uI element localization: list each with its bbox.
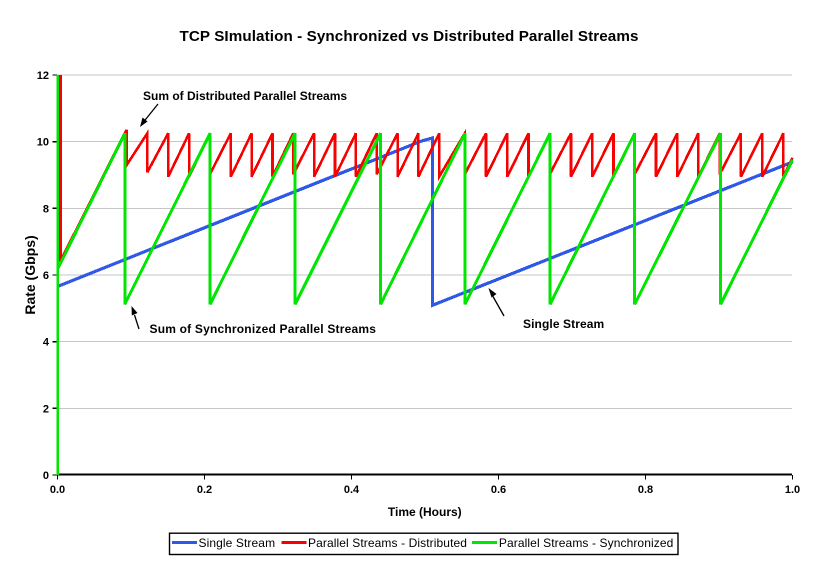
svg-text:Rate (Gbps): Rate (Gbps) <box>22 235 38 314</box>
svg-text:10: 10 <box>37 137 49 149</box>
svg-text:0.6: 0.6 <box>491 484 506 496</box>
svg-text:TCP SImulation - Synchronized: TCP SImulation - Synchronized vs Distrib… <box>179 28 638 45</box>
svg-text:0: 0 <box>43 470 49 482</box>
svg-text:12: 12 <box>37 70 49 82</box>
svg-text:0.0: 0.0 <box>50 484 65 496</box>
svg-text:0.2: 0.2 <box>197 484 212 496</box>
svg-text:Sum of Distributed Parallel St: Sum of Distributed Parallel Streams <box>143 89 347 103</box>
svg-text:6: 6 <box>43 270 49 282</box>
svg-text:Single Stream: Single Stream <box>199 536 276 550</box>
svg-text:Single Stream: Single Stream <box>523 317 604 331</box>
svg-text:Sum of Synchronized Parallel S: Sum of Synchronized Parallel Streams <box>150 322 377 336</box>
svg-text:Parallel Streams - Distributed: Parallel Streams - Distributed <box>308 536 467 550</box>
svg-text:0.8: 0.8 <box>638 484 653 496</box>
svg-text:Time (Hours): Time (Hours) <box>388 505 462 519</box>
svg-text:Parallel Streams - Synchronize: Parallel Streams - Synchronized <box>499 536 674 550</box>
svg-text:8: 8 <box>43 203 49 215</box>
svg-text:1.0: 1.0 <box>785 484 800 496</box>
svg-text:0.4: 0.4 <box>344 484 360 496</box>
svg-text:4: 4 <box>43 337 50 349</box>
svg-text:2: 2 <box>43 403 49 415</box>
